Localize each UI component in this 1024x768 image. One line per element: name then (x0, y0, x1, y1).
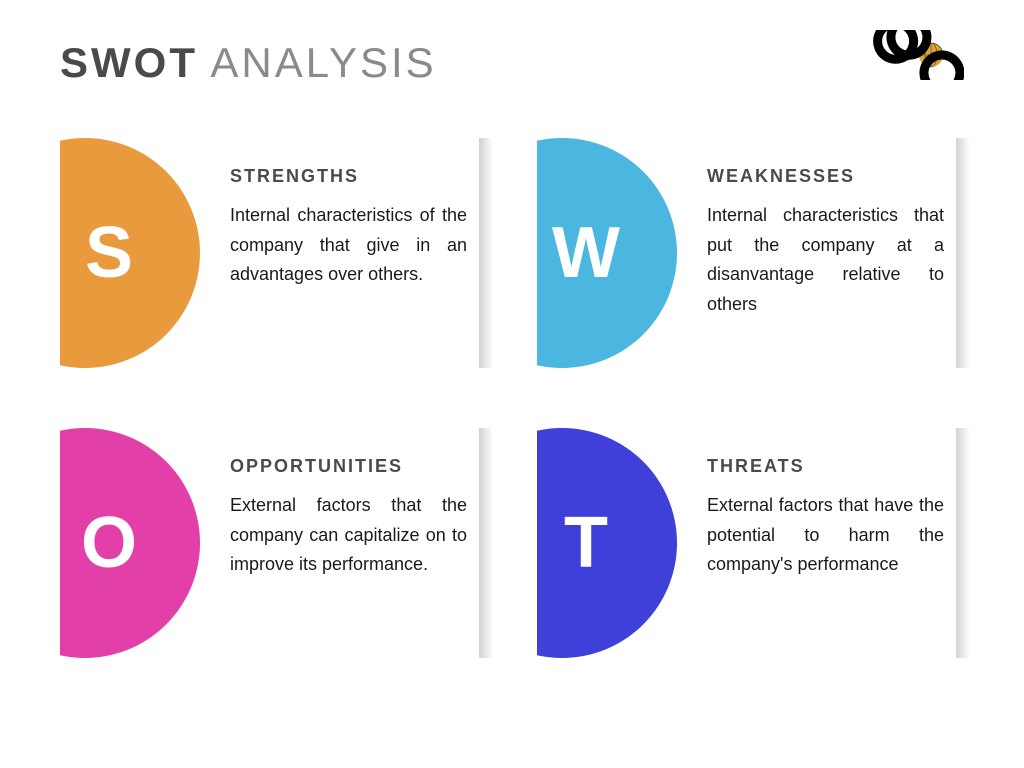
swot-panel: WEAKNESSES Internal characteristics that… (677, 138, 964, 368)
swot-card-weaknesses: W WEAKNESSES Internal characteristics th… (537, 138, 964, 368)
swot-description: Internal characteristics of the company … (230, 201, 467, 290)
semicircle-wrap: T (537, 428, 677, 658)
semicircle-opportunities: O (0, 428, 200, 658)
swot-panel: THREATS External factors that have the p… (677, 428, 964, 658)
semicircle-strengths: S (0, 138, 200, 368)
swot-card-opportunities: O OPPORTUNITIES External factors that th… (60, 428, 487, 658)
swot-letter: T (564, 502, 608, 584)
swot-heading: OPPORTUNITIES (230, 456, 467, 477)
swot-description: External factors that have the potential… (707, 491, 944, 580)
swot-panel: OPPORTUNITIES External factors that the … (200, 428, 487, 658)
swot-letter: O (81, 502, 137, 584)
swot-card-threats: T THREATS External factors that have the… (537, 428, 964, 658)
brand-logo (864, 30, 964, 80)
semicircle-wrap: W (537, 138, 677, 368)
swot-grid: S STRENGTHS Internal characteristics of … (0, 98, 1024, 698)
header: SWOT ANALYSIS (0, 0, 1024, 98)
swot-panel: STRENGTHS Internal characteristics of th… (200, 138, 487, 368)
swot-heading: WEAKNESSES (707, 166, 944, 187)
swot-heading: THREATS (707, 456, 944, 477)
title-bold: SWOT (60, 39, 198, 86)
semicircle-wrap: S (60, 138, 200, 368)
title-light: ANALYSIS (210, 39, 436, 86)
page-title: SWOT ANALYSIS (60, 39, 437, 87)
swot-description: External factors that the company can ca… (230, 491, 467, 580)
semicircle-wrap: O (60, 428, 200, 658)
swot-card-strengths: S STRENGTHS Internal characteristics of … (60, 138, 487, 368)
swot-heading: STRENGTHS (230, 166, 467, 187)
swot-letter: W (552, 212, 620, 294)
swot-letter: S (85, 212, 133, 294)
swot-description: Internal characteristics that put the co… (707, 201, 944, 320)
